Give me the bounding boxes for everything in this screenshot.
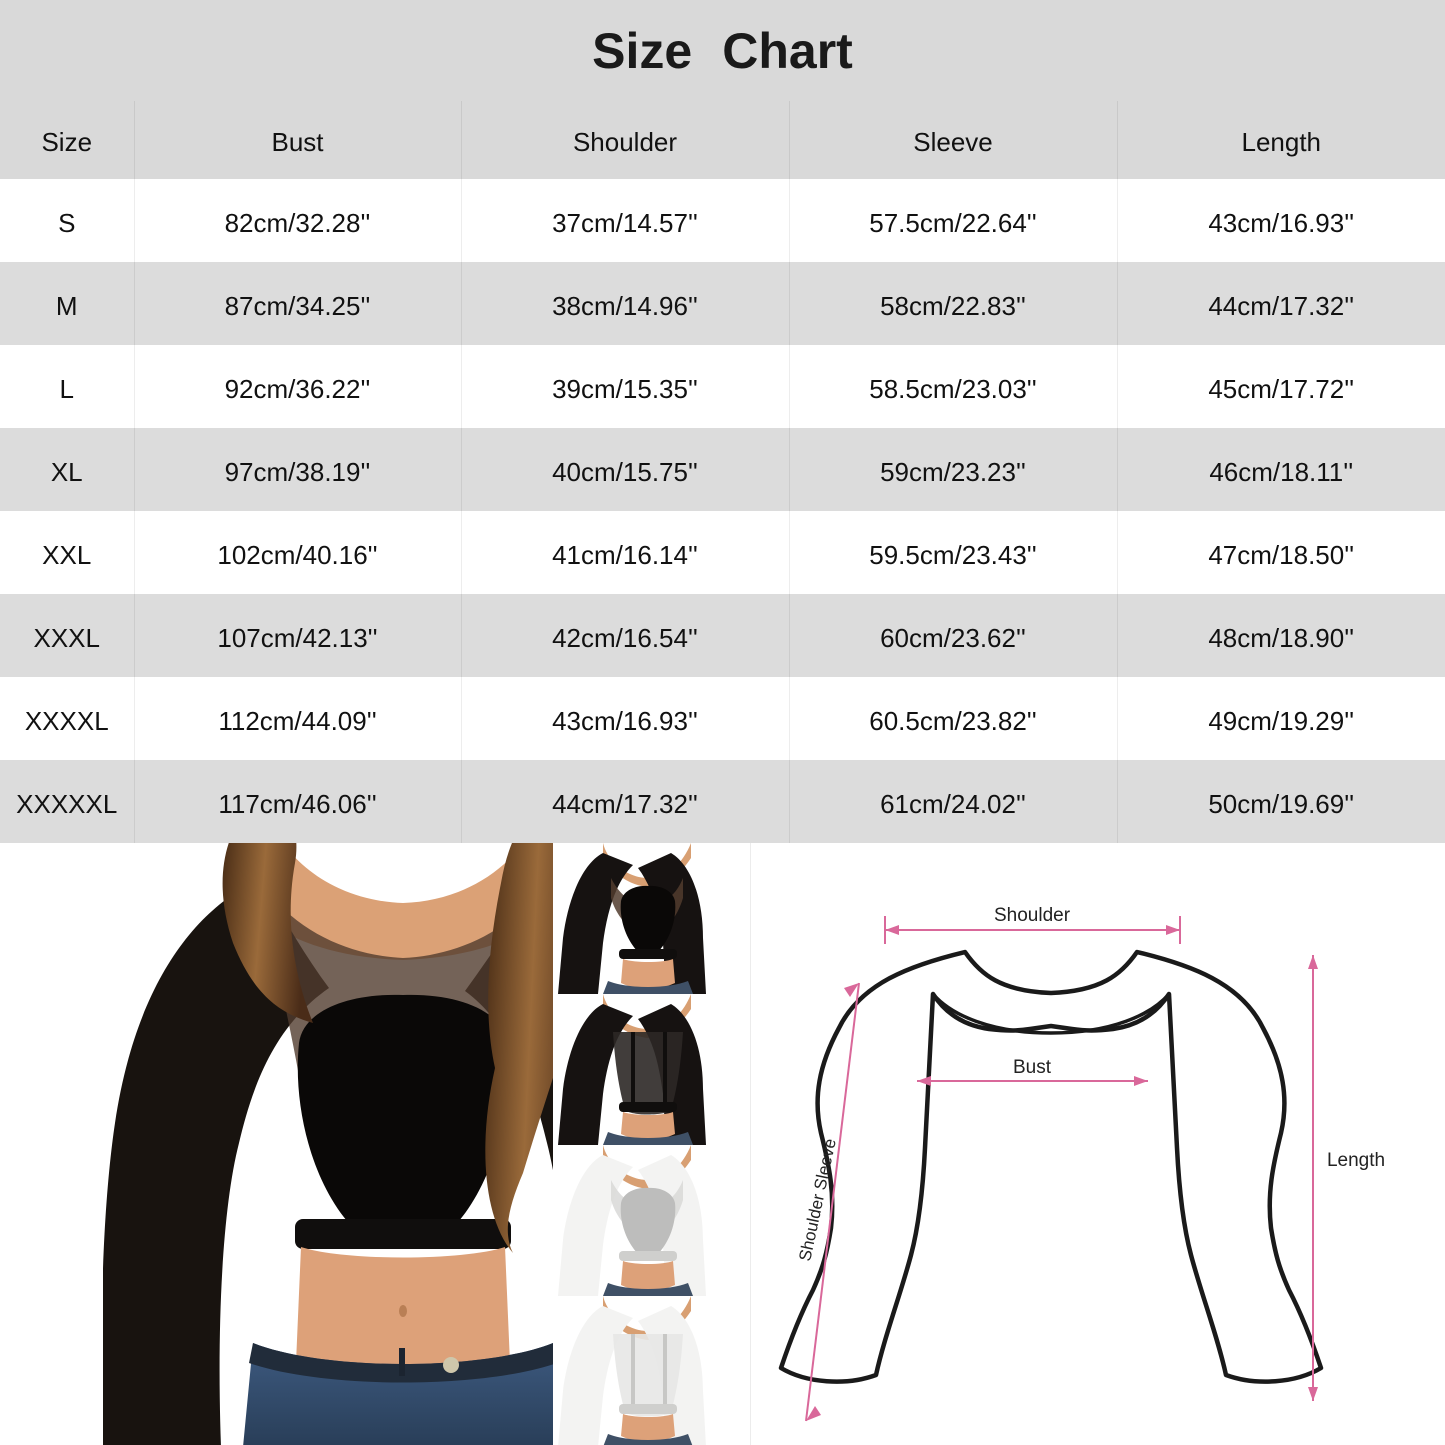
svg-text:Bust: Bust [1013, 1057, 1052, 1078]
svg-text:Shoulder: Shoulder [994, 905, 1071, 926]
svg-text:Length: Length [1327, 1150, 1385, 1171]
